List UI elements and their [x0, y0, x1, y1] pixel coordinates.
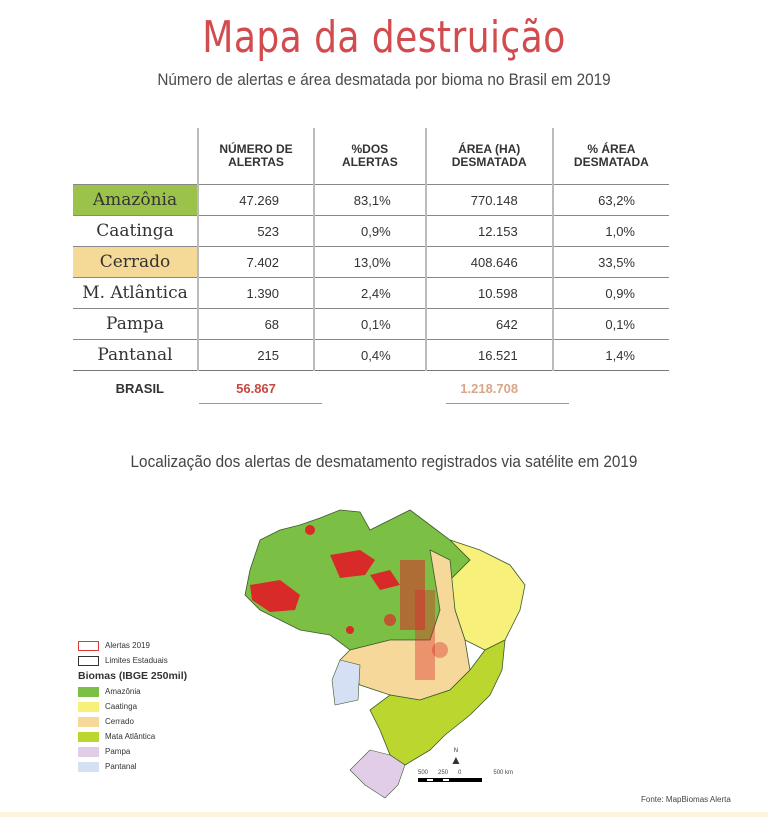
map-title: Localização dos alertas de desmatamento …: [130, 452, 638, 471]
legend-item: Caatinga: [78, 699, 187, 714]
total-empty: [552, 370, 669, 405]
caatinga-swatch: [78, 701, 99, 712]
alertas-cell: 7.402: [196, 246, 315, 278]
pct-area-cell: 0,9%: [551, 277, 669, 309]
north-arrow-icon: N ▲: [450, 748, 462, 767]
legend-item-alertas: Alertas 2019: [78, 638, 187, 653]
total-row: BRASIL 56.867 1.218.708: [73, 370, 669, 405]
col-header-pct-area: % ÁREA DESMATADA: [551, 128, 669, 185]
legend-item: Pantanal: [78, 759, 187, 774]
col-header-bioma: [73, 128, 198, 185]
col-header-pct-alertas: %DOS ALERTAS: [313, 128, 426, 185]
alertas-cell: 68: [196, 308, 315, 340]
bioma-cell: Cerrado: [73, 246, 198, 278]
col-header-area: ÁREA (HA) DESMATADA: [424, 128, 553, 185]
pct-alertas-cell: 83,1%: [313, 184, 426, 216]
area-cell: 12.153: [424, 215, 553, 247]
legend-item: Pampa: [78, 744, 187, 759]
total-label: BRASIL: [73, 370, 198, 405]
alertas-cell: 1.390: [196, 277, 315, 309]
alert-outline-swatch: [78, 640, 99, 651]
source-credit: Fonte: MapBiomas Alerta: [641, 795, 731, 804]
total-alertas: 56.867: [198, 370, 315, 405]
total-area: 1.218.708: [425, 370, 553, 405]
table-row: Pantanal 215 0,4% 16.521 1,4%: [73, 339, 669, 371]
total-area-underline: [446, 403, 569, 404]
area-cell: 16.521: [424, 339, 553, 371]
table-row: Pampa 68 0,1% 642 0,1%: [73, 308, 669, 340]
bioma-cell: M. Atlântica: [73, 277, 198, 309]
bottom-bar: [0, 812, 768, 817]
pantanal-swatch: [78, 761, 99, 772]
legend-item: Cerrado: [78, 714, 187, 729]
legend-heading: Biomas (IBGE 250mil): [78, 670, 188, 682]
total-alertas-underline: [199, 403, 322, 404]
page-subtitle: Número de alertas e área desmatada por b…: [157, 70, 611, 89]
pct-alertas-cell: 2,4%: [313, 277, 426, 309]
map-legend: Alertas 2019 Limites Estaduais Biomas (I…: [78, 638, 187, 774]
pct-area-cell: 1,4%: [551, 339, 669, 371]
alertas-cell: 523: [196, 215, 315, 247]
scale-bar: 500 250 0 500 km: [418, 770, 513, 782]
bioma-cell: Amazônia: [73, 184, 198, 216]
legend-item: Amazônia: [78, 684, 187, 699]
state-outline-swatch: [78, 655, 99, 666]
pampa-swatch: [78, 746, 99, 757]
pantanal-region: [331, 659, 361, 706]
alert-clusters: [250, 525, 448, 680]
brazil-map: [244, 509, 526, 799]
pct-area-cell: 33,5%: [551, 246, 669, 278]
bioma-cell: Pantanal: [73, 339, 198, 371]
bioma-cell: Caatinga: [73, 215, 198, 247]
mata-atlantica-swatch: [78, 731, 99, 742]
biome-table: NÚMERO DE ALERTAS %DOS ALERTAS ÁREA (HA) DE…: [73, 128, 669, 405]
area-cell: 642: [424, 308, 553, 340]
col-header-alertas: NÚMERO DE ALERTAS: [196, 128, 315, 185]
pct-alertas-cell: 0,9%: [313, 215, 426, 247]
alertas-cell: 215: [196, 339, 315, 371]
table-row: M. Atlântica 1.390 2,4% 10.598 0,9%: [73, 277, 669, 309]
table-row: Caatinga 523 0,9% 12.153 1,0%: [73, 215, 669, 247]
bioma-cell: Pampa: [73, 308, 198, 340]
pct-area-cell: 63,2%: [551, 184, 669, 216]
area-cell: 10.598: [424, 277, 553, 309]
table-header-row: NÚMERO DE ALERTAS %DOS ALERTAS ÁREA (HA) DE…: [73, 128, 669, 185]
cerrado-swatch: [78, 716, 99, 727]
amazonia-swatch: [78, 686, 99, 697]
total-empty: [314, 370, 426, 405]
pct-area-cell: 1,0%: [551, 215, 669, 247]
legend-item: Mata Atlântica: [78, 729, 187, 744]
area-cell: 408.646: [424, 246, 553, 278]
area-cell: 770.148: [424, 184, 553, 216]
pct-area-cell: 0,1%: [551, 308, 669, 340]
pampa-region: [349, 749, 406, 799]
table-row: Cerrado 7.402 13,0% 408.646 33,5%: [73, 246, 669, 278]
legend-item-limites: Limites Estaduais: [78, 653, 187, 668]
pct-alertas-cell: 0,1%: [313, 308, 426, 340]
table-row: Amazônia 47.269 83,1% 770.148 63,2%: [73, 184, 669, 216]
alertas-cell: 47.269: [196, 184, 315, 216]
pct-alertas-cell: 0,4%: [313, 339, 426, 371]
pct-alertas-cell: 13,0%: [313, 246, 426, 278]
page-title: Mapa da destruição: [202, 12, 566, 63]
